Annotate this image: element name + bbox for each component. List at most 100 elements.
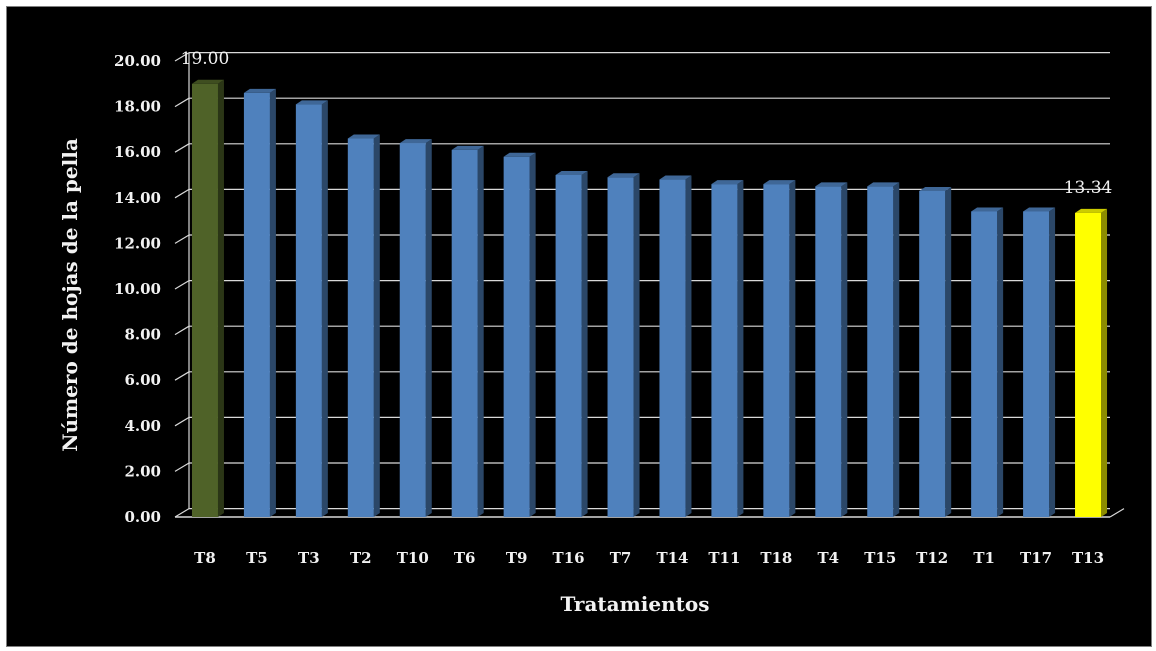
x-tick-label: T16 — [553, 549, 585, 567]
gridline-side — [174, 508, 190, 518]
bar-chart: 0.00 2.00 4.00 6.00 8.00 10.00 12.00 14.00 16.00… — [58, 49, 1125, 616]
bar-side — [1101, 208, 1108, 517]
y-tick-label: 20.00 — [114, 52, 161, 70]
x-tick-label: T12 — [916, 549, 948, 567]
bar-top — [1023, 207, 1056, 212]
data-labels: 19.00 13.34 — [181, 49, 1113, 198]
bar-side — [945, 186, 952, 517]
bar-top — [919, 186, 952, 191]
bar-side — [373, 134, 380, 517]
bar-side — [633, 173, 640, 517]
y-tick-label: 2.00 — [124, 462, 161, 480]
y-tick-label: 12.00 — [114, 234, 161, 252]
bar-top — [555, 171, 588, 175]
bar-side — [321, 100, 328, 517]
bar — [503, 156, 530, 517]
bar-side — [1049, 207, 1056, 518]
bar-top — [451, 145, 484, 150]
y-tick-label: 10.00 — [114, 280, 161, 298]
x-axis-labels: T8 T5 T3 T2 T10 T6 T9 T16 T7 T14 T11 T18 T4 T15 T12 T1 T… — [194, 549, 1104, 567]
bar-side — [841, 182, 848, 517]
bar — [659, 179, 686, 517]
bar-side — [789, 180, 796, 517]
x-axis-title: Tratamientos — [561, 592, 710, 616]
x-axis-corner — [1109, 508, 1125, 518]
bar-top — [295, 100, 328, 105]
gridline-side — [174, 234, 190, 244]
bar — [555, 175, 582, 517]
x-tick-label: T9 — [506, 549, 528, 567]
y-tick-label: 4.00 — [124, 417, 161, 435]
chart-frame: 0.00 2.00 4.00 6.00 8.00 10.00 12.00 14.00 16.00… — [6, 6, 1152, 647]
bar — [607, 177, 634, 517]
bar — [1075, 212, 1102, 517]
bar — [919, 190, 946, 517]
bar-side — [685, 175, 692, 517]
bar-top — [659, 175, 692, 180]
x-tick-label: T11 — [708, 549, 740, 567]
bar-top — [399, 139, 432, 144]
y-tick-label: 8.00 — [124, 326, 161, 344]
x-tick-label: T17 — [1020, 549, 1052, 567]
bar-top — [347, 134, 380, 139]
data-label: 19.00 — [181, 49, 230, 69]
x-tick-label: T10 — [397, 549, 429, 567]
bar-top — [1075, 208, 1108, 213]
bar-side — [529, 152, 536, 517]
bar-side — [269, 88, 276, 518]
gridline-side — [174, 97, 190, 108]
bar-top — [711, 180, 744, 185]
bar-top — [763, 180, 796, 185]
data-label: 13.34 — [1064, 178, 1113, 198]
gridline-side — [174, 325, 190, 336]
bar-side — [581, 171, 588, 517]
y-tick-label: 18.00 — [114, 98, 161, 116]
x-tick-label: T5 — [246, 549, 268, 567]
bar — [295, 104, 322, 517]
y-tick-label: 16.00 — [114, 143, 161, 161]
gridline-side — [174, 188, 190, 199]
bars — [191, 79, 1108, 518]
x-tick-label: T14 — [656, 549, 688, 567]
bar-side — [893, 182, 900, 517]
bar — [451, 149, 478, 518]
gridline-side — [174, 371, 190, 381]
bar-top — [867, 182, 900, 187]
bar — [867, 186, 894, 517]
x-tick-label: T6 — [454, 549, 476, 567]
x-tick-label: T15 — [864, 549, 896, 567]
bar — [711, 184, 738, 517]
y-tick-label: 0.00 — [124, 508, 161, 526]
bar-side — [425, 139, 432, 517]
x-tick-label: T4 — [818, 549, 840, 567]
bar-side — [477, 145, 484, 518]
gridline-side — [174, 416, 190, 427]
gridline-side — [174, 52, 190, 62]
bar — [399, 143, 426, 517]
bar — [763, 184, 790, 517]
bar — [347, 138, 374, 517]
gridline-side — [174, 462, 190, 472]
bar — [243, 92, 270, 518]
bar-side — [997, 207, 1004, 518]
x-tick-label: T18 — [760, 549, 792, 567]
bar-top — [971, 207, 1004, 212]
x-tick-label: T2 — [350, 549, 372, 567]
bar-top — [607, 173, 640, 178]
bar-top — [243, 88, 276, 93]
bar — [1023, 211, 1050, 518]
bar-side — [737, 180, 744, 517]
gridline-side — [174, 143, 190, 153]
bar-top — [503, 152, 536, 157]
y-tick-label: 14.00 — [114, 189, 161, 207]
x-tick-label: T7 — [610, 549, 632, 567]
x-tick-label: T13 — [1072, 549, 1104, 567]
bar-side — [217, 79, 224, 518]
bar — [191, 83, 218, 518]
bar — [815, 186, 842, 517]
bar — [971, 211, 998, 518]
x-tick-label: T8 — [194, 549, 216, 567]
bar-top — [815, 182, 848, 187]
gridlines — [174, 51, 1125, 518]
gridline-side — [174, 280, 190, 290]
